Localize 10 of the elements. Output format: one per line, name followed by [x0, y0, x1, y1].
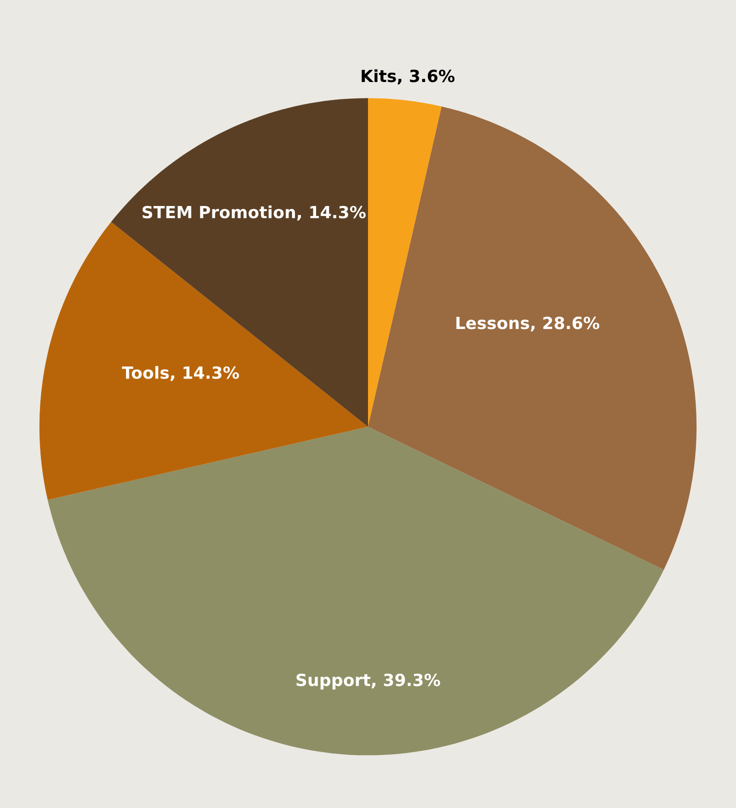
pie-slice: [368, 106, 697, 570]
slice-label: STEM Promotion, 14.3%: [142, 206, 366, 221]
pie-slice: [111, 98, 368, 427]
pie-slice: [39, 222, 368, 500]
pie-slice: [48, 426, 664, 756]
slice-label: Lessons, 28.6%: [456, 316, 600, 332]
slice-label: Tools, 14.3%: [122, 366, 240, 382]
slice-label: Support, 39.3%: [296, 674, 440, 690]
slice-label: Kits, 3.6%: [362, 69, 455, 84]
pie-slice: [368, 98, 442, 427]
